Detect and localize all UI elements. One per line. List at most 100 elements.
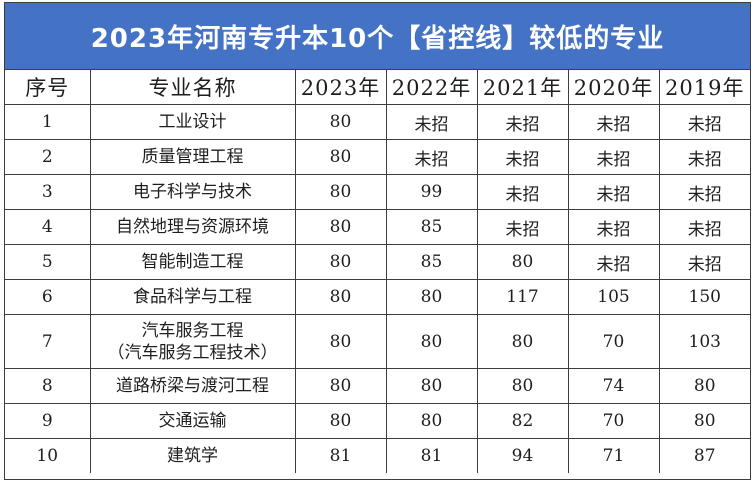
score-table: 序号 专业名称 2023年 2022年 2021年 2020年 2019年 1 工… [5, 70, 750, 473]
major-name: 智能制造工程 [89, 244, 296, 280]
score-2021: 117 [476, 279, 569, 315]
table-row: 2 质量管理工程 80 未招 未招 未招 未招 [5, 139, 750, 175]
major-name-line: 食品科学与工程 [133, 287, 252, 307]
score-2022: 未招 [385, 139, 478, 175]
score-2023: 80 [294, 244, 387, 280]
score-2023: 80 [294, 368, 387, 404]
table-title: 2023年河南专升本10个【省控线】较低的专业 [5, 3, 750, 70]
table-row: 3 电子科学与技术 80 99 未招 未招 未招 [5, 174, 750, 210]
score-2021: 80 [476, 314, 569, 369]
score-2021: 82 [476, 403, 569, 439]
header-no: 序号 [5, 70, 91, 105]
score-2022: 80 [385, 279, 478, 315]
score-2021: 80 [476, 368, 569, 404]
score-2023: 80 [294, 139, 387, 175]
table-row: 8 道路桥梁与渡河工程 80 80 80 74 80 [5, 368, 750, 404]
major-name-line: 汽车服务工程 [141, 320, 244, 341]
score-2020: 71 [567, 438, 660, 473]
row-number: 5 [5, 244, 91, 280]
header-major: 专业名称 [89, 70, 296, 105]
row-number: 10 [5, 438, 91, 473]
table-row: 6 食品科学与工程 80 80 117 105 150 [5, 279, 750, 315]
major-name-line: （汽车服务工程技术） [107, 342, 278, 363]
score-2021: 未招 [476, 104, 569, 140]
header-2023: 2023年 [294, 70, 387, 105]
score-2019: 80 [658, 403, 750, 439]
major-name-line: 自然地理与资源环境 [116, 217, 269, 237]
score-2021: 94 [476, 438, 569, 473]
major-name-line: 建筑学 [167, 446, 218, 466]
score-2020: 70 [567, 314, 660, 369]
score-2021: 未招 [476, 209, 569, 245]
table-row: 9 交通运输 80 80 82 70 80 [5, 403, 750, 439]
score-2022: 80 [385, 368, 478, 404]
row-number: 2 [5, 139, 91, 175]
major-name: 电子科学与技术 [89, 174, 296, 210]
major-name-line: 工业设计 [158, 112, 227, 132]
header-2021: 2021年 [476, 70, 569, 105]
major-name-line: 智能制造工程 [141, 252, 244, 272]
score-2020: 未招 [567, 139, 660, 175]
major-name: 汽车服务工程 （汽车服务工程技术） [89, 314, 296, 369]
major-name-line: 道路桥梁与渡河工程 [116, 376, 269, 396]
score-2019: 未招 [658, 244, 750, 280]
score-2023: 80 [294, 279, 387, 315]
row-number: 4 [5, 209, 91, 245]
score-2023: 80 [294, 174, 387, 210]
score-2020: 未招 [567, 174, 660, 210]
row-number: 3 [5, 174, 91, 210]
score-2021: 未招 [476, 174, 569, 210]
major-name: 交通运输 [89, 403, 296, 439]
table-row: 1 工业设计 80 未招 未招 未招 未招 [5, 104, 750, 140]
major-name-line: 质量管理工程 [141, 147, 244, 167]
score-2023: 80 [294, 209, 387, 245]
score-2020: 未招 [567, 104, 660, 140]
major-name: 道路桥梁与渡河工程 [89, 368, 296, 404]
major-name: 自然地理与资源环境 [89, 209, 296, 245]
major-name-line: 电子科学与技术 [133, 182, 252, 202]
score-2022: 85 [385, 209, 478, 245]
score-2019: 未招 [658, 209, 750, 245]
header-2022: 2022年 [385, 70, 478, 105]
score-2020: 未招 [567, 244, 660, 280]
header-row: 序号 专业名称 2023年 2022年 2021年 2020年 2019年 [5, 70, 750, 105]
score-2022: 81 [385, 438, 478, 473]
score-table-sheet: 2023年河南专升本10个【省控线】较低的专业 序号 专业名称 2023年 20… [4, 2, 751, 480]
row-number: 1 [5, 104, 91, 140]
score-2023: 81 [294, 438, 387, 473]
score-2019: 150 [658, 279, 750, 315]
score-2022: 80 [385, 314, 478, 369]
row-number: 6 [5, 279, 91, 315]
major-name: 工业设计 [89, 104, 296, 140]
score-2020: 未招 [567, 209, 660, 245]
major-name-line: 交通运输 [158, 411, 227, 431]
score-2019: 103 [658, 314, 750, 369]
score-2019: 未招 [658, 104, 750, 140]
table-row: 7 汽车服务工程 （汽车服务工程技术） 80 80 80 70 103 [5, 314, 750, 369]
score-2022: 80 [385, 403, 478, 439]
table-row: 5 智能制造工程 80 85 80 未招 未招 [5, 244, 750, 280]
score-2022: 85 [385, 244, 478, 280]
score-2019: 80 [658, 368, 750, 404]
score-2019: 未招 [658, 174, 750, 210]
row-number: 9 [5, 403, 91, 439]
table-body: 1 工业设计 80 未招 未招 未招 未招 2 质量管理工程 80 未招 未招 未招 未招 3 电子科学与技术… [5, 104, 750, 473]
score-2023: 80 [294, 104, 387, 140]
major-name: 质量管理工程 [89, 139, 296, 175]
table-row: 10 建筑学 81 81 94 71 87 [5, 438, 750, 473]
score-2021: 80 [476, 244, 569, 280]
score-2023: 80 [294, 403, 387, 439]
table-row: 4 自然地理与资源环境 80 85 未招 未招 未招 [5, 209, 750, 245]
header-2020: 2020年 [567, 70, 660, 105]
score-2020: 70 [567, 403, 660, 439]
header-2019: 2019年 [658, 70, 750, 105]
score-2019: 未招 [658, 139, 750, 175]
score-2022: 未招 [385, 104, 478, 140]
score-2020: 105 [567, 279, 660, 315]
row-number: 7 [5, 314, 91, 369]
score-2019: 87 [658, 438, 750, 473]
score-2023: 80 [294, 314, 387, 369]
major-name: 建筑学 [89, 438, 296, 473]
major-name: 食品科学与工程 [89, 279, 296, 315]
score-2020: 74 [567, 368, 660, 404]
